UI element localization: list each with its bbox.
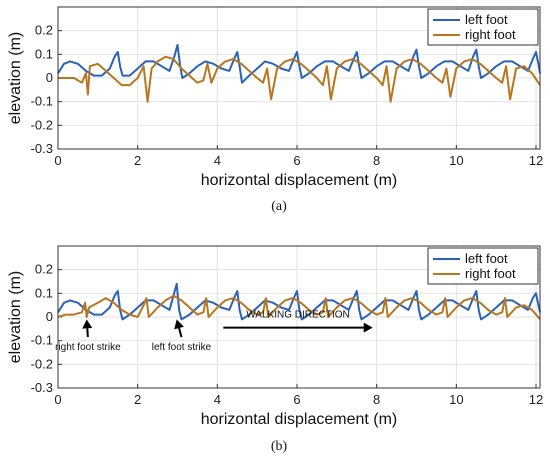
annotation-arrow-shaft (86, 328, 89, 338)
x-tick-label: 6 (293, 153, 300, 168)
y-axis-label: elevation (m) (7, 271, 24, 363)
annotation-arrow-head (363, 322, 373, 333)
y-tick-label: -0.3 (31, 141, 53, 156)
x-tick-label: 4 (214, 153, 221, 168)
y-tick-label: -0.1 (31, 94, 53, 109)
x-tick-label: 8 (373, 153, 380, 168)
x-tick-label: 10 (449, 392, 463, 407)
annotation-label: left foot strike (152, 342, 212, 353)
x-tick-label: 0 (54, 153, 61, 168)
x-tick-label: 2 (134, 153, 141, 168)
x-tick-label: 6 (293, 392, 300, 407)
axes-frame (57, 245, 541, 389)
y-tick-label: -0.3 (31, 380, 53, 395)
chart-a: 0 2 4 6 8 10 12 -0.3 -0.2 -0.1 0 0.1 0.2 left footrig… (7, 6, 543, 214)
x-tick-label: 0 (54, 392, 61, 407)
annotation-arrow-shaft (178, 327, 183, 338)
figure-caption: (a) (271, 199, 287, 214)
annotation-label: WALKING DIRECTION (246, 310, 350, 321)
legend-label: left foot (465, 12, 508, 27)
y-tick-label: 0.2 (35, 262, 53, 277)
figure-caption: (b) (271, 439, 288, 454)
legend-box (427, 247, 539, 285)
legend-label: right foot (465, 266, 516, 281)
x-tick-label: 8 (373, 392, 380, 407)
x-tick-label: 2 (134, 392, 141, 407)
x-axis-label: horizontal displacement (m) (201, 172, 398, 189)
y-tick-label: 0.1 (35, 285, 53, 300)
x-tick-label: 10 (449, 153, 463, 168)
legend-label: left foot (465, 251, 508, 266)
y-tick-label: -0.2 (31, 117, 53, 132)
y-tick-label: 0.2 (35, 23, 53, 38)
series-line-right-foot (58, 55, 541, 103)
legend-label: right foot (465, 27, 516, 42)
series-line-right-foot (57, 294, 541, 321)
axes-frame (57, 6, 541, 150)
series-line-left-foot (57, 282, 541, 321)
series-line-left-foot (57, 43, 541, 84)
annotation-arrow-head (82, 319, 93, 329)
y-axis-label: elevation (m) (7, 32, 24, 124)
annotation-arrow-head (174, 319, 184, 330)
y-tick-label: -0.2 (31, 356, 53, 371)
legend-box (427, 8, 539, 46)
y-tick-label: 0 (46, 70, 53, 85)
x-axis-label: horizontal displacement (m) (201, 411, 398, 428)
x-tick-label: 12 (529, 392, 543, 407)
y-tick-label: -0.1 (31, 333, 53, 348)
annotation-label: right foot strike (55, 342, 121, 353)
x-tick-label: 4 (214, 392, 221, 407)
y-tick-label: 0 (46, 309, 53, 324)
x-tick-label: 12 (529, 153, 543, 168)
y-tick-label: 0.1 (35, 46, 53, 61)
